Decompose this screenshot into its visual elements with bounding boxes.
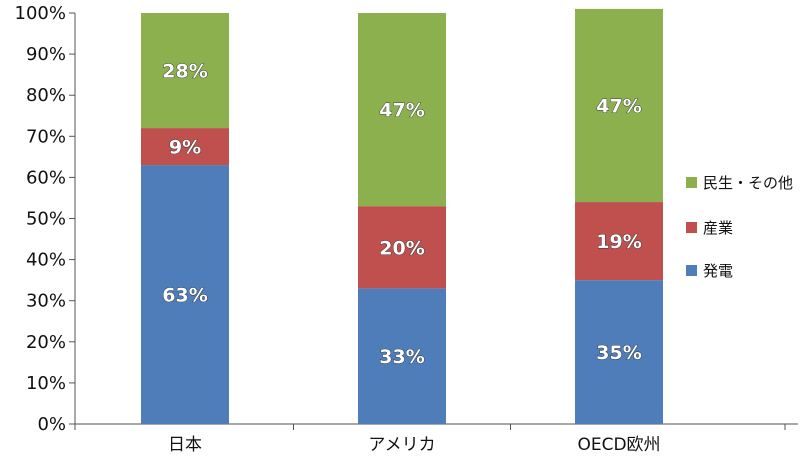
x-tick-label: OECD欧州: [577, 435, 660, 455]
bar-value-label: 33%: [379, 346, 424, 368]
y-tick-label: 10%: [26, 373, 66, 394]
legend-label: 産業: [703, 219, 733, 237]
y-tick-label: 40%: [26, 250, 66, 271]
bar-segment: [575, 8, 663, 203]
y-tick-label: 90%: [26, 44, 66, 65]
x-tick-label: アメリカ: [368, 435, 435, 455]
bar-value-label: 47%: [379, 100, 424, 122]
x-tick-label: 日本: [168, 435, 202, 455]
bar-value-label: 20%: [379, 237, 424, 259]
bar-segment: [358, 288, 446, 424]
legend-swatch: [686, 265, 697, 276]
y-tick-label: 50%: [26, 209, 66, 230]
bar-segment: [575, 280, 663, 424]
y-tick-label: 60%: [26, 167, 66, 188]
bar-value-label: 47%: [596, 95, 641, 117]
legend-label: 民生・その他: [703, 174, 793, 192]
y-tick-label: 70%: [26, 126, 66, 147]
bar-value-label: 19%: [596, 231, 641, 253]
bar-value-label: 63%: [162, 285, 207, 307]
y-tick-label: 30%: [26, 291, 66, 312]
bar-segment: [141, 128, 229, 166]
y-tick-label: 100%: [15, 3, 66, 24]
y-tick-label: 0%: [37, 414, 66, 435]
y-tick-label: 80%: [26, 85, 66, 106]
legend-label: 発電: [703, 262, 733, 280]
bar-segment: [575, 202, 663, 281]
bar-value-label: 35%: [596, 342, 641, 364]
plot-area: 0% 10% 20% 30% 40% 50% 60% 70% 80% 90% 100% 63% 9% 28…: [15, 3, 798, 455]
bar-segment: [141, 13, 229, 129]
bar-segment: [358, 13, 446, 207]
legend-swatch: [686, 177, 697, 188]
bar-value-label: 28%: [162, 61, 207, 83]
bar-segment: [358, 206, 446, 289]
bar-segment: [141, 165, 229, 424]
bar-value-label: 9%: [169, 137, 201, 159]
y-tick-label: 20%: [26, 332, 66, 353]
legend-swatch: [686, 222, 697, 233]
